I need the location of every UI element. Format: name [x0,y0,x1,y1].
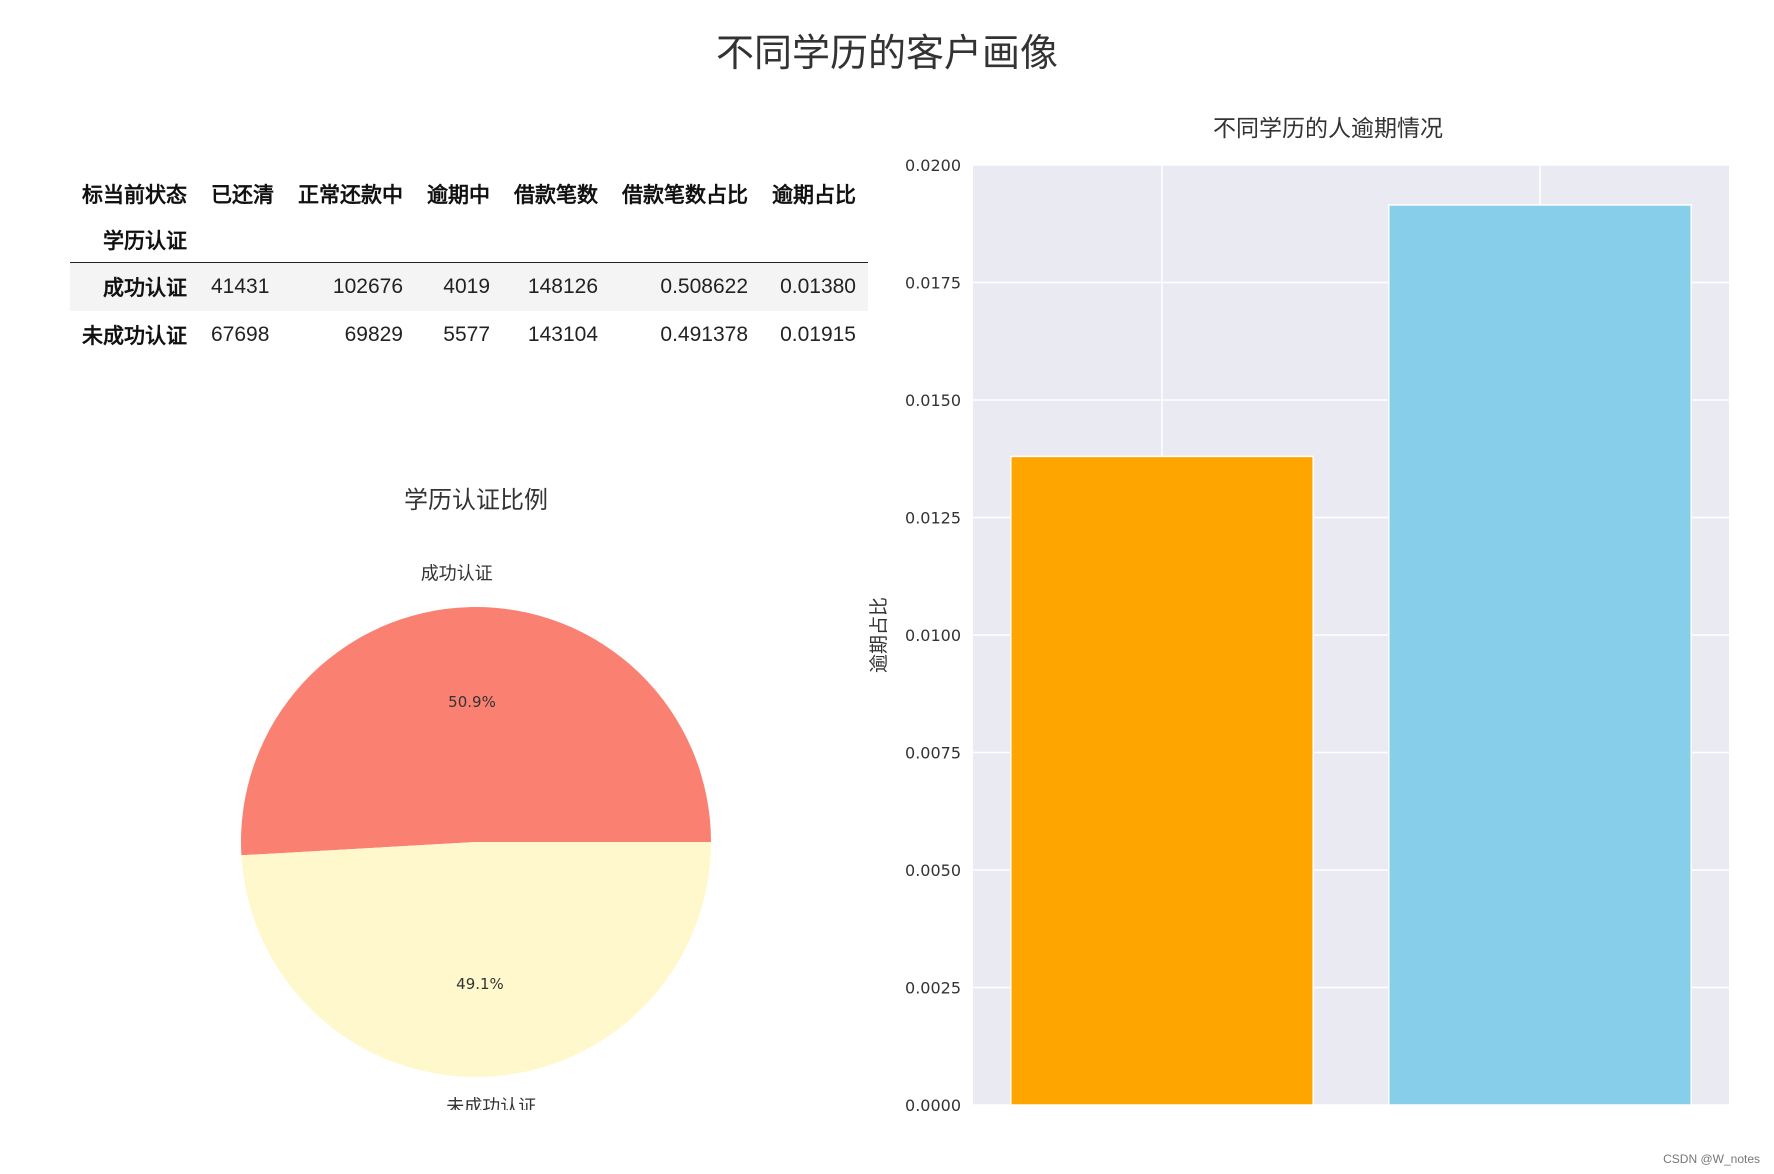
row-label: 成功认证 [103,277,187,300]
row-label: 未成功认证 [82,325,187,348]
y-tick-label: 0.0175 [905,274,961,293]
table-cell: 69829 [344,323,403,346]
y-tick-label: 0.0025 [905,979,961,998]
y-tick-label: 0.0200 [905,156,961,175]
col-header: 逾期中 [427,184,490,207]
pie-slice-label: 未成功认证 [446,1096,536,1110]
page-title: 不同学历的客户画像 [715,31,1058,75]
bar-title: 不同学历的人逾期情况 [1213,116,1443,142]
pie-slice [240,606,711,856]
table-cell: 41431 [211,275,270,298]
pie-pct-label: 49.1% [456,975,504,993]
bar-chart: 不同学历的人逾期情况 0.0000 0.0025 0.0050 0.0075 0.010… [868,116,1729,1115]
y-axis-label: 逾期占比 [868,597,890,673]
table-header-row: 标当前状态 已还清 正常还款中 逾期中 借款笔数 借款笔数占比 逾期占比 [70,170,868,218]
table-cell: 0.01380 [780,275,856,298]
pie-slice-label: 成功认证 [421,564,493,585]
footer-watermark: CSDN @W_notes [1663,1152,1760,1166]
bar [1388,204,1692,1106]
table-cell: 67698 [211,323,270,346]
col-header: 借款笔数 [514,184,598,207]
col-header: 已还清 [211,184,274,207]
col-header: 正常还款中 [298,184,403,207]
pie-title: 学历认证比例 [404,486,548,514]
table-index-row: 学历认证 [70,218,868,263]
col-header: 借款笔数占比 [622,184,748,207]
table-cell: 4019 [443,275,490,298]
table-cell: 143104 [527,323,598,346]
columns-label: 标当前状态 [82,184,187,207]
table-row: 成功认证 41431 102676 4019 148126 0.508622 0… [70,262,868,311]
pie-chart: 学历认证比例 50.9% 成功认证 49.1% 未成功认证 [240,486,711,1110]
y-tick-label: 0.0000 [905,1096,961,1115]
pie-slice [241,842,711,1077]
data-table: 标当前状态 已还清 正常还款中 逾期中 借款笔数 借款笔数占比 逾期占比 学历认… [70,170,868,359]
table-cell: 5577 [443,323,490,346]
y-tick-label: 0.0050 [905,861,961,880]
y-tick-label: 0.0075 [905,744,961,763]
index-name: 学历认证 [103,230,187,253]
table-cell: 102676 [332,275,403,298]
table-row: 未成功认证 67698 69829 5577 143104 0.491378 0… [70,311,868,359]
col-header: 逾期占比 [772,184,856,207]
y-tick-label: 0.0125 [905,509,961,528]
table-cell: 0.491378 [660,323,748,346]
table-cell: 148126 [527,275,598,298]
pie-pct-label: 50.9% [448,693,496,711]
table-cell: 0.508622 [660,275,748,298]
table-cell: 0.01915 [780,323,856,346]
y-tick-label: 0.0150 [905,391,961,410]
bar [1010,455,1314,1106]
y-tick-label: 0.0100 [905,626,961,645]
